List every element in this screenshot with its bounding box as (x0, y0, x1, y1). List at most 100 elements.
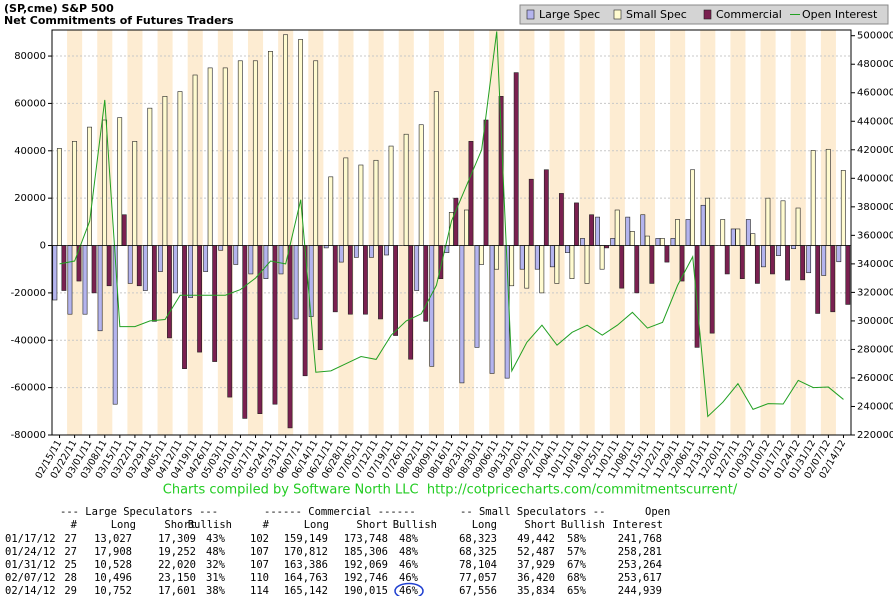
table-cell: 170,812 (284, 546, 328, 558)
bar (821, 245, 827, 276)
bar (644, 235, 650, 246)
bar (705, 197, 711, 246)
bar (825, 148, 831, 246)
bar (634, 245, 640, 294)
table-cell: 02/14/12 (5, 585, 56, 596)
bar (132, 141, 138, 246)
bar (800, 245, 806, 281)
bar (192, 74, 198, 246)
week-stripe (549, 30, 565, 435)
credit: Charts compiled by Software North LLC ht… (163, 483, 738, 498)
bar (765, 197, 771, 246)
y-tick-label: -20000 (11, 288, 46, 299)
bar (619, 245, 625, 289)
bar (121, 214, 127, 246)
bar (72, 141, 77, 246)
table-cell: 10,752 (94, 585, 132, 596)
bar (524, 245, 530, 289)
table-cell: 29 (64, 585, 77, 596)
bar (791, 245, 796, 250)
bar (539, 245, 545, 294)
bar (56, 148, 62, 246)
week-stripe (639, 30, 656, 435)
chart-title: (SP,cme) S&P 500 (4, 2, 114, 15)
y2-tick-label: 400000 (857, 173, 893, 184)
bar (347, 245, 353, 315)
bar (625, 216, 631, 246)
bar (513, 72, 519, 246)
bar (328, 176, 334, 246)
table-cell: 17,601 (158, 585, 196, 596)
bar (780, 200, 786, 246)
legend-swatch (703, 9, 712, 20)
bar (393, 245, 398, 336)
bar (580, 238, 585, 246)
highlight-circle (394, 582, 424, 596)
y-tick-label: 80000 (14, 51, 46, 62)
bar (82, 245, 88, 315)
bar (840, 170, 846, 246)
bar (610, 238, 616, 246)
bar (479, 245, 484, 265)
bar (694, 245, 700, 348)
table-cell: 258,281 (618, 546, 662, 558)
y2-tick-label: 460000 (857, 88, 893, 99)
y2-tick-label: 300000 (857, 316, 893, 327)
table-header: Long (111, 519, 136, 531)
bar (670, 238, 676, 246)
bar (332, 245, 338, 313)
table-cell: 107 (250, 559, 269, 571)
bar (218, 245, 224, 251)
bar (806, 245, 812, 274)
table-cell: 02/07/12 (5, 572, 56, 584)
bar (177, 91, 183, 246)
bar (97, 245, 103, 332)
table-group-header: Open (645, 506, 670, 518)
legend-swatch (526, 9, 535, 20)
bar (182, 245, 187, 369)
bar (207, 67, 213, 246)
bar (730, 228, 736, 246)
table-cell: 32% (206, 559, 226, 571)
table-header: Bullish (561, 519, 605, 531)
bar (162, 96, 168, 246)
bar (203, 245, 209, 272)
legend-label: Small Spec (626, 8, 687, 21)
table-cell: 35,834 (517, 585, 555, 596)
bar (272, 245, 278, 405)
bar (242, 245, 248, 419)
y-tick-label: 60000 (14, 98, 46, 109)
bar (543, 169, 549, 246)
bar (378, 245, 383, 320)
table-header: Bullish (188, 519, 232, 531)
bar (293, 245, 299, 320)
bar (750, 233, 756, 246)
bar (558, 193, 564, 246)
bar (659, 238, 665, 246)
bar (700, 204, 706, 246)
table-cell: 52,487 (517, 546, 555, 558)
bar (278, 245, 284, 275)
chart-subtitle: Net Commitments of Futures Traders (4, 14, 234, 27)
bar (373, 159, 379, 246)
table-cell: 27 (64, 533, 77, 545)
y2-tick-label: 480000 (857, 59, 893, 70)
bar (640, 214, 646, 246)
bar (483, 119, 489, 246)
table-cell: 27 (64, 546, 77, 558)
table-cell: 28 (64, 572, 77, 584)
table-cell: 57% (567, 546, 587, 558)
table-cell: 185,306 (344, 546, 388, 558)
bar (519, 245, 525, 270)
bar (127, 245, 133, 284)
table-cell: 67,556 (459, 585, 497, 596)
bar (735, 228, 741, 246)
bar (117, 117, 123, 246)
bar (369, 245, 374, 258)
table-cell: 22,020 (158, 559, 196, 571)
bar (534, 245, 540, 270)
bar (338, 245, 344, 263)
line (59, 31, 844, 418)
table-header: Short (164, 519, 196, 531)
